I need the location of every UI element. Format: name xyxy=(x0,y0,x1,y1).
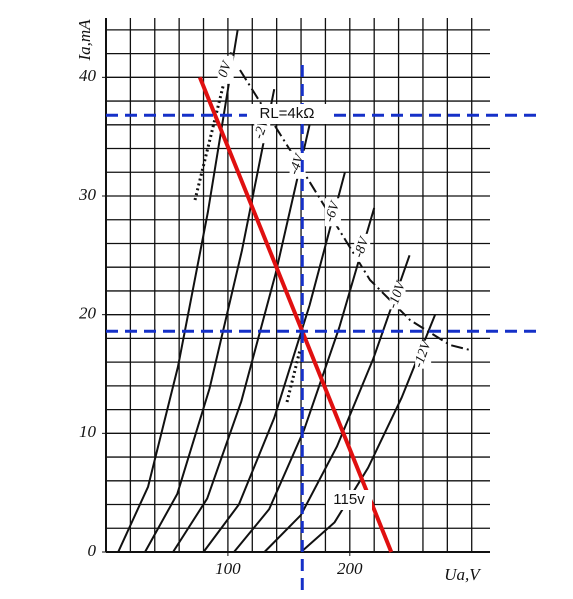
curve-label: -8V xyxy=(351,234,373,259)
label-bg xyxy=(326,490,372,510)
curve-label: 0V xyxy=(216,59,236,80)
dissipation-curve xyxy=(239,69,471,351)
curve xyxy=(233,207,376,553)
curve-label: -10V xyxy=(386,279,410,311)
curve-label-bg xyxy=(324,198,341,227)
curve xyxy=(300,314,437,553)
x-tick-label: 200 xyxy=(337,559,363,578)
y-tick-label: 40 xyxy=(79,66,97,85)
curve-label: -12V xyxy=(411,338,435,370)
dotted-curve xyxy=(285,349,302,403)
dotted-curve xyxy=(193,49,234,201)
x-axis-label: Ua,V xyxy=(444,565,482,584)
curve xyxy=(144,89,276,553)
y-tick-label: 30 xyxy=(78,185,97,204)
y-axis-label: Ia,mA xyxy=(75,19,94,62)
label-bg xyxy=(247,104,327,124)
y-tick-label: 10 xyxy=(79,422,97,441)
load-line xyxy=(198,76,394,553)
load-line-label: RL=4kΩ xyxy=(260,105,315,122)
y-tick-label: 0 xyxy=(88,541,97,560)
curve xyxy=(263,255,411,553)
curve-label: -6V xyxy=(322,199,344,224)
curve-label-bg xyxy=(415,340,432,369)
x-tick-label: 100 xyxy=(215,559,241,578)
annotation: 115v xyxy=(333,491,365,508)
curve-label-bg xyxy=(389,281,406,310)
curve xyxy=(172,124,311,553)
y-tick-label: 20 xyxy=(79,304,97,323)
curve-label-bg xyxy=(217,55,234,84)
curve xyxy=(117,29,239,553)
curve-label-bg xyxy=(354,233,371,262)
curve xyxy=(202,172,346,553)
